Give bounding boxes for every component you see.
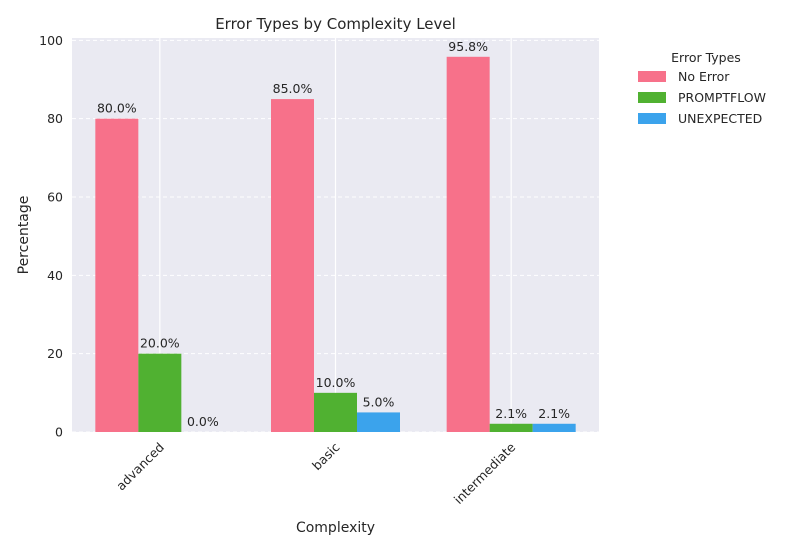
y-tick-label: 40: [47, 268, 63, 283]
chart-title: Error Types by Complexity Level: [215, 15, 456, 33]
value-label: 20.0%: [140, 336, 180, 351]
legend-swatch: [638, 113, 666, 124]
bar: [489, 423, 533, 432]
value-label: 95.8%: [448, 39, 488, 54]
legend-entry: PROMPTFLOW: [678, 90, 766, 105]
y-axis-label: Percentage: [16, 196, 32, 275]
legend: Error Types No Error PROMPTFLOW UNEXPECTED: [638, 50, 766, 126]
bar: [446, 56, 490, 433]
y-tick-label: 0: [55, 425, 63, 440]
y-tick-label: 20: [47, 346, 63, 361]
bar: [95, 118, 139, 432]
bars: [95, 56, 576, 433]
x-ticks: advanced basic intermediate: [113, 439, 518, 507]
legend-swatch: [638, 92, 666, 103]
value-label: 0.0%: [187, 414, 219, 429]
y-tick-label: 100: [39, 33, 63, 48]
x-tick-label: intermediate: [451, 439, 519, 507]
bar: [138, 353, 182, 432]
value-label: 10.0%: [316, 375, 356, 390]
y-tick-label: 80: [47, 111, 63, 126]
value-labels: 80.0% 20.0% 0.0% 85.0% 10.0% 5.0% 95.8% 2.1% 2.1…: [97, 39, 570, 429]
y-ticks: 0 20 40 60 80 100: [39, 33, 63, 440]
bar: [271, 99, 314, 432]
value-label: 85.0%: [273, 81, 313, 96]
x-tick-label: advanced: [113, 440, 167, 494]
value-label: 80.0%: [97, 101, 137, 116]
x-tick-label: basic: [309, 439, 343, 473]
bar: [357, 412, 400, 432]
legend-swatch: [638, 71, 666, 82]
bar: [314, 392, 357, 432]
x-axis-label: Complexity: [296, 520, 375, 536]
legend-title: Error Types: [671, 50, 741, 65]
value-label: 5.0%: [363, 394, 395, 409]
legend-entry: UNEXPECTED: [678, 111, 762, 126]
value-label: 2.1%: [495, 406, 527, 421]
y-tick-label: 60: [47, 190, 63, 205]
value-label: 2.1%: [538, 406, 570, 421]
bar: [532, 423, 576, 432]
legend-entry: No Error: [678, 69, 730, 84]
